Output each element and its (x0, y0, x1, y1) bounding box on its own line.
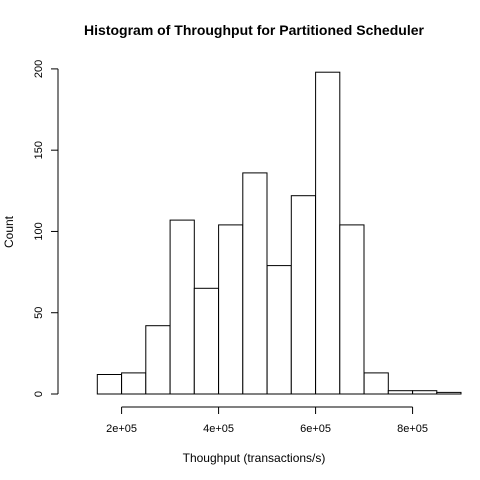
histogram-bar (436, 391, 462, 395)
histogram-bar (266, 265, 292, 395)
histogram-bar (290, 195, 316, 395)
histogram-bar (412, 390, 438, 395)
y-tick-label: 150 (33, 141, 45, 159)
y-tick-label: 200 (33, 60, 45, 78)
x-tick-label: 8e+05 (397, 423, 428, 435)
histogram-bar (121, 372, 147, 395)
x-axis: 2e+05 4e+05 6e+05 8e+05 (106, 406, 428, 435)
bars-group (96, 71, 462, 395)
histogram-bar (315, 71, 341, 395)
x-tick-label: 2e+05 (106, 423, 137, 435)
histogram-bar (218, 224, 244, 395)
histogram-bar (193, 287, 220, 395)
histogram-bar (242, 172, 268, 395)
x-tick-label: 6e+05 (300, 423, 331, 435)
histogram-bar (169, 219, 195, 395)
x-axis-label: Thoughput (transactions/s) (183, 451, 326, 465)
histogram-bar (96, 374, 123, 395)
y-axis: 0 50 100 150 200 (33, 60, 59, 397)
histogram-bar (145, 325, 171, 395)
y-tick-label: 0 (33, 391, 45, 397)
histogram-bar (387, 390, 413, 395)
y-tick-label: 100 (33, 222, 45, 240)
y-axis-label: Count (2, 215, 16, 248)
y-tick-label: 50 (33, 307, 45, 319)
histogram-bar (339, 224, 365, 395)
chart-title: Histogram of Throughput for Partitioned … (84, 22, 424, 38)
x-tick-label: 4e+05 (203, 423, 234, 435)
histogram-bar (363, 372, 389, 395)
